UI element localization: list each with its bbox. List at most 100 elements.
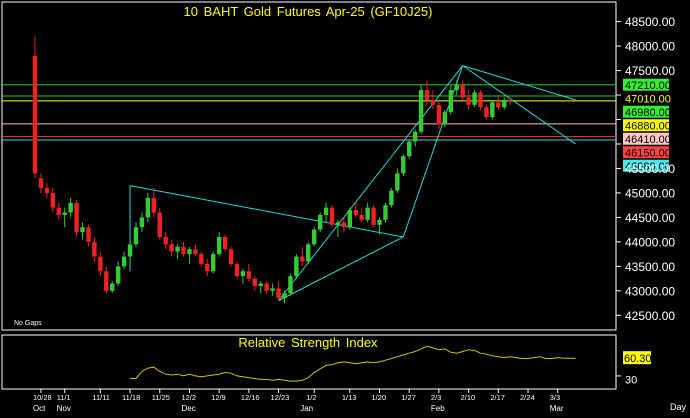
candle-body — [222, 236, 228, 250]
candle-body — [115, 266, 121, 284]
candle-body — [276, 288, 281, 299]
candle-body — [38, 178, 44, 189]
candle-body — [44, 188, 50, 193]
candle-body — [193, 249, 198, 255]
candle-body — [341, 222, 347, 228]
candle-body — [412, 131, 418, 142]
y-tick-label: 45000.00 — [625, 186, 675, 200]
candle-body — [56, 207, 61, 215]
candle-body — [74, 202, 79, 233]
chart-frame — [1, 1, 617, 390]
x-tick-label: 11/1 — [57, 393, 71, 402]
level-label: 46980.00 — [625, 107, 671, 119]
candle-body — [347, 210, 353, 228]
candle-body — [104, 271, 109, 291]
candle-body — [216, 236, 222, 255]
candle-body — [169, 244, 174, 252]
x-tick-label: 12/9 — [211, 393, 226, 402]
level-label-box — [623, 105, 669, 118]
candle-body — [62, 212, 67, 215]
candle-body — [436, 104, 442, 125]
candle-body — [282, 293, 287, 299]
candle-body — [377, 219, 382, 225]
candle-body — [86, 227, 91, 242]
horizontal-levels — [2, 84, 616, 141]
candles — [32, 36, 513, 304]
candle-body — [121, 256, 127, 267]
level-label-box — [623, 92, 669, 105]
level-label-box — [623, 78, 669, 91]
candle-body — [472, 92, 477, 105]
candle-body — [401, 156, 406, 174]
x-tick-label: 2/17 — [490, 393, 505, 402]
candle-body — [418, 90, 424, 132]
x-tick-label: 1/13 — [342, 393, 357, 402]
x-tick-label: 1/20 — [372, 393, 387, 402]
x-tick-label: 2/24 — [520, 393, 535, 402]
y-tick-label: 44000.00 — [625, 235, 675, 249]
candle-body — [92, 241, 97, 257]
level-label: 46410.00 — [625, 134, 671, 146]
candle-body — [145, 197, 151, 218]
rsi-panel-frame — [1, 334, 617, 390]
candle-body — [133, 227, 139, 245]
candle-body — [240, 271, 246, 277]
date-axis: 10/28 11/1 11/11 11/18 11/25 12/2 12/9 12/16 12/… — [33, 389, 564, 413]
x-tick-label: 1/27 — [401, 393, 416, 402]
candle-body — [490, 102, 495, 118]
candle-body — [32, 55, 38, 174]
candle-body — [163, 236, 168, 245]
candle-body — [50, 192, 56, 208]
trendline — [278, 236, 404, 302]
candle-body — [211, 254, 216, 272]
candle-body — [264, 283, 269, 291]
candle-body — [157, 212, 162, 237]
y-tick-label: 48500.00 — [625, 15, 675, 29]
candle-body — [329, 207, 335, 225]
candle-body — [139, 217, 145, 228]
x-tick-label: 2/3 — [431, 393, 441, 402]
candle-body — [407, 141, 412, 157]
candle-body — [311, 229, 317, 245]
x-tick-label: 12/16 — [241, 393, 260, 402]
x-month-label: Nov — [57, 404, 71, 413]
level-label-box — [623, 159, 669, 172]
level-label-box — [623, 132, 669, 145]
y-tick-label: 42500.00 — [625, 309, 675, 323]
no-gaps-label: No Gaps — [14, 320, 42, 327]
level-label: 46080.00 — [625, 161, 671, 173]
x-month-label: Mar — [550, 404, 564, 413]
chart-title: 10 BAHT Gold Futures Apr-25 (GF10J25) — [183, 4, 433, 19]
rsi-value-label: 60.30 — [624, 353, 652, 365]
level-label-box — [623, 146, 669, 159]
candle-body — [460, 85, 465, 98]
candle-body — [98, 256, 103, 272]
candle-body — [424, 90, 430, 100]
y-tick-label: 48000.00 — [625, 40, 675, 54]
x-tick-label: 12/2 — [181, 393, 196, 402]
x-tick-label: 12/23 — [271, 393, 290, 402]
candle-body — [317, 214, 323, 230]
candle-body — [430, 99, 436, 105]
candle-body — [371, 207, 376, 225]
x-month-label: Dec — [181, 404, 195, 413]
y-tick-label: 44500.00 — [625, 211, 675, 225]
x-month-label: Feb — [431, 404, 445, 413]
rsi-value-box — [623, 351, 651, 365]
candle-body — [270, 288, 275, 291]
trendline — [462, 65, 576, 101]
candle-body — [478, 92, 483, 108]
candle-body — [502, 99, 507, 108]
candle-body — [466, 97, 471, 105]
x-tick-label: 2/10 — [461, 393, 476, 402]
y-tick-label: 43500.00 — [625, 260, 675, 274]
y-tick-label: 43000.00 — [625, 284, 675, 298]
x-tick-label: 3/3 — [550, 393, 560, 402]
trendline — [129, 185, 404, 238]
x-month-label: Jan — [300, 404, 313, 413]
candle-body — [300, 256, 305, 262]
candle-body — [484, 107, 489, 118]
x-tick-label: 1/2 — [306, 393, 316, 402]
x-month-label: Oct — [33, 404, 46, 413]
